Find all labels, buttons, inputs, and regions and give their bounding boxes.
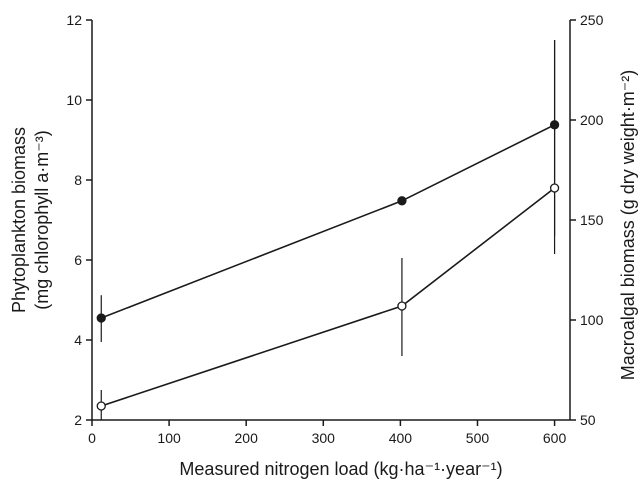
data-point xyxy=(397,196,407,206)
right-y-tick-label: 50 xyxy=(580,412,596,428)
right-y-tick-label: 100 xyxy=(580,312,604,328)
series-line xyxy=(100,124,555,319)
x-axis-title: Measured nitrogen load (kg·ha⁻¹·year⁻¹) xyxy=(179,459,502,479)
left-y-axis-title-line1: Phytoplankton biomass xyxy=(9,127,29,313)
x-tick-label: 100 xyxy=(157,430,181,446)
right-y-tick-label: 150 xyxy=(580,212,604,228)
series-layer xyxy=(96,40,560,420)
left-y-tick-label: 8 xyxy=(74,172,82,188)
x-tick-label: 200 xyxy=(235,430,259,446)
left-y-tick-label: 6 xyxy=(74,252,82,268)
right-y-tick-label: 200 xyxy=(580,112,604,128)
left-y-axis-title-line2: (mg chlorophyll a·m⁻³) xyxy=(32,130,52,310)
x-tick-label: 600 xyxy=(543,430,567,446)
data-point xyxy=(397,301,407,311)
data-point xyxy=(96,401,106,411)
x-tick-label: 300 xyxy=(312,430,336,446)
series-2 xyxy=(96,40,560,420)
left-y-tick-label: 4 xyxy=(74,332,82,348)
left-y-tick-label: 2 xyxy=(74,412,82,428)
data-point xyxy=(96,313,106,323)
left-y-tick-label: 12 xyxy=(66,12,82,28)
right-y-axis-title: Macroalgal biomass (g dry weight·m⁻²) xyxy=(618,70,638,381)
series-line xyxy=(100,187,556,407)
series-1 xyxy=(96,40,560,342)
x-tick-label: 500 xyxy=(466,430,490,446)
left-y-tick-label: 10 xyxy=(66,92,82,108)
axes: 0 100 200 300 400 500 600 2 4 6 8 10 12 50 100 150 200 25… xyxy=(66,12,603,446)
x-tick-label: 0 xyxy=(88,430,96,446)
x-tick-label: 400 xyxy=(389,430,413,446)
right-y-tick-label: 250 xyxy=(580,12,604,28)
data-point xyxy=(549,183,560,193)
